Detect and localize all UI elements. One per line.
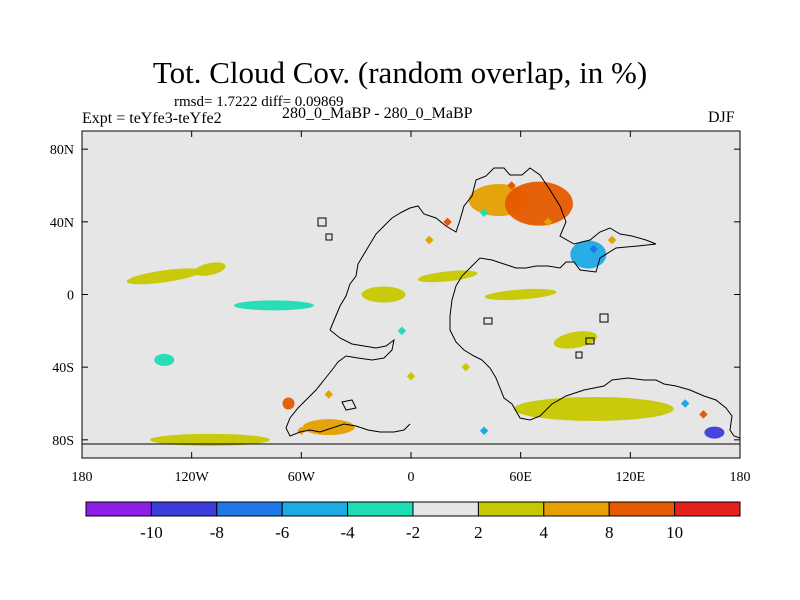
coastlines (82, 167, 741, 445)
y-tick-label: 40N (50, 216, 74, 231)
colorbar-label: 4 (540, 523, 549, 542)
anomaly-region (302, 419, 355, 436)
island-3 (483, 317, 493, 325)
y-axis: 80N 40N 0 40S 80S (50, 143, 740, 449)
anomaly-region (126, 268, 202, 285)
anomaly-region (233, 300, 314, 311)
map-plot: 180 120W 60W 0 60E 120E 180 80N 40N 0 40S 80S (50, 130, 751, 485)
x-tick-label: 180 (730, 470, 751, 485)
island-7 (341, 399, 357, 411)
island-2 (325, 233, 333, 241)
stats-label: rmsd= 1.7222 diff= 0.09869 (174, 94, 344, 110)
colorbar-label: -4 (341, 523, 356, 542)
anomaly-speckle (461, 362, 471, 372)
y-tick-label: 40S (52, 361, 74, 376)
colorbar-label: -2 (406, 523, 420, 542)
anomaly-region (417, 270, 478, 283)
island-1 (317, 217, 327, 227)
colorbar-swatch (543, 501, 610, 517)
anomaly-region (704, 426, 725, 439)
colorbar-swatch (281, 501, 349, 517)
island-4 (585, 337, 595, 345)
x-tick-label: 0 (408, 470, 415, 485)
colorbar-swatch (216, 501, 283, 517)
continent-outline-main (329, 167, 741, 439)
colorbar-swatch (150, 501, 218, 517)
anomaly-region (484, 288, 557, 301)
y-tick-label: 0 (67, 289, 74, 304)
anomaly-speckle (297, 426, 306, 435)
anomaly-region (361, 286, 406, 303)
anomaly-speckle (680, 399, 690, 408)
colorbar-swatch (412, 501, 479, 517)
colorbar-swatch (674, 501, 741, 517)
anomaly-region (154, 353, 175, 366)
colorbar-swatch (347, 501, 414, 517)
x-axis: 180 120W 60W 0 60E 120E 180 (72, 131, 751, 485)
colorbar-label: 10 (666, 523, 683, 542)
x-tick-label: 120W (175, 470, 210, 485)
colorbar-swatch (477, 501, 545, 517)
anomaly-speckle (324, 390, 333, 399)
anomaly-speckle (406, 372, 416, 381)
chart-title: Tot. Cloud Cov. (random overlap, in %) (152, 55, 648, 90)
colorbar-label: -6 (275, 523, 289, 542)
anomaly-speckle (397, 326, 407, 336)
period-label: 280_0_MaBP - 280_0_MaBP (282, 105, 473, 122)
colorbar: -10 -8 -6 -4 -2 2 4 8 10 (85, 501, 741, 542)
y-tick-label: 80N (50, 143, 74, 158)
x-tick-label: 180 (72, 470, 93, 485)
anomaly-region (570, 240, 607, 269)
colorbar-label: -8 (210, 523, 224, 542)
colorbar-label: 2 (474, 523, 483, 542)
anomaly-speckle (425, 235, 434, 245)
experiment-label: Expt = teYfe3-teYfe2 (82, 110, 222, 127)
season-label: DJF (708, 109, 735, 126)
y-tick-label: 80S (52, 434, 74, 449)
x-tick-label: 60E (509, 470, 532, 485)
anomaly-region (504, 181, 573, 226)
colorbar-swatch (608, 501, 676, 517)
x-tick-label: 60W (288, 470, 316, 485)
anomaly-speckle (699, 410, 708, 419)
anomaly-region (149, 433, 270, 446)
island-5 (575, 351, 583, 359)
anomaly-region (282, 397, 295, 410)
anomaly-region (194, 262, 226, 276)
colorbar-swatch (85, 501, 152, 517)
continent-outline-south (285, 329, 411, 437)
anomaly-speckle (479, 426, 489, 435)
anomaly-speckle (479, 208, 489, 217)
x-tick-label: 120E (616, 470, 646, 485)
island-6 (599, 313, 609, 323)
colorbar-label: -10 (140, 523, 163, 542)
colorbar-label: 8 (605, 523, 614, 542)
anomaly-speckle (443, 217, 452, 227)
